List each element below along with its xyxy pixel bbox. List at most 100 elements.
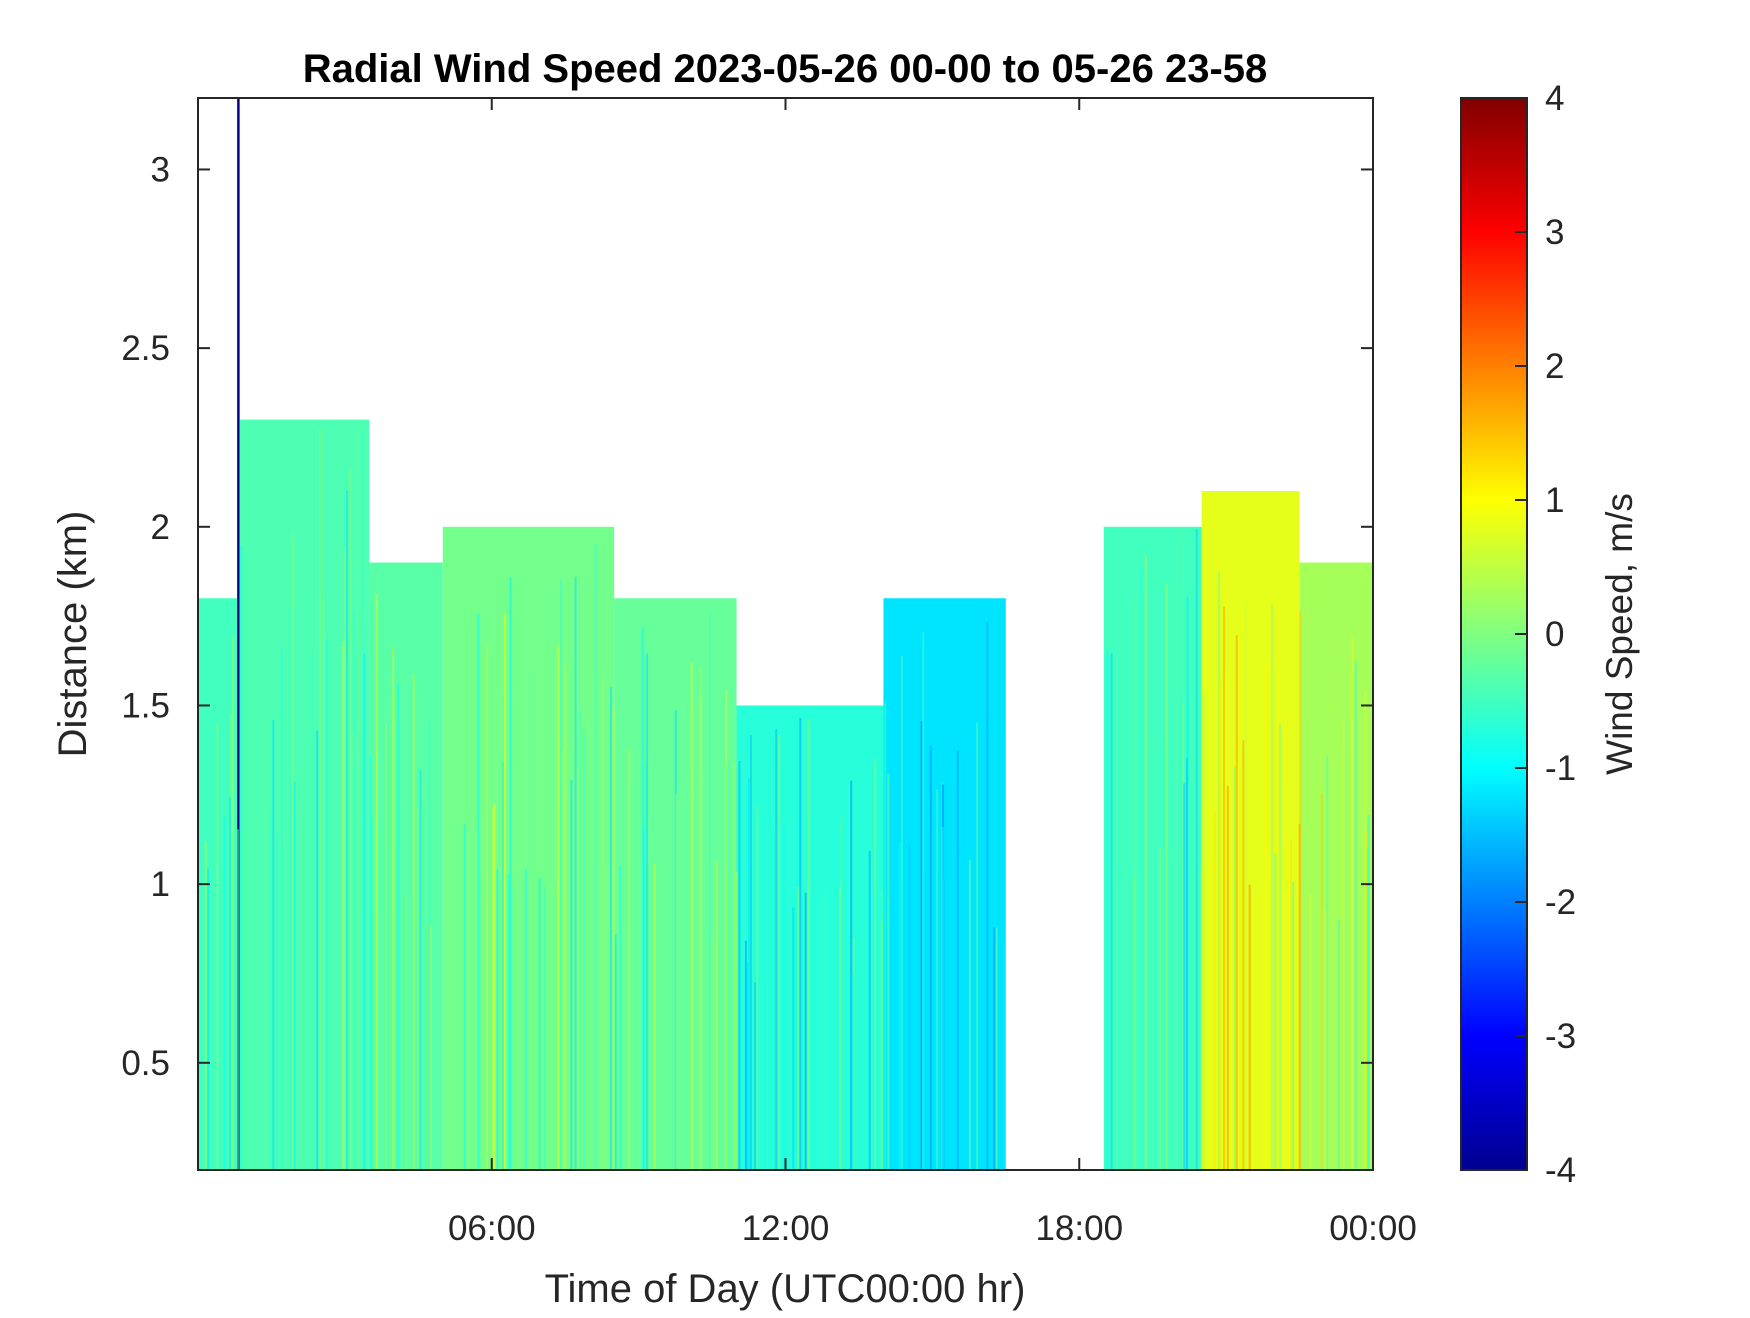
heatmap-streak xyxy=(387,855,390,1170)
heatmap-streak xyxy=(956,750,959,1170)
heatmap-streak xyxy=(1309,894,1312,1170)
heatmap-streak xyxy=(754,982,757,1170)
heatmap-streak xyxy=(1180,696,1182,1170)
heatmap-streak xyxy=(562,749,565,1170)
heatmap-streak xyxy=(1365,830,1368,1170)
colorbar-label: Wind Speed, m/s xyxy=(1599,493,1640,775)
heatmap-streak xyxy=(756,804,759,1170)
heatmap-streak xyxy=(486,644,489,1170)
heatmap-streak xyxy=(874,758,877,1170)
heatmap-streak xyxy=(1279,723,1281,1170)
heatmap-streak xyxy=(385,723,387,1170)
heatmap-streak xyxy=(365,758,368,1170)
y-tick-label: 0.5 xyxy=(121,1044,170,1083)
heatmap-streak xyxy=(362,429,365,1170)
heatmap-streak xyxy=(577,768,579,1170)
heatmap-streak xyxy=(1218,681,1221,1170)
heatmap-streak xyxy=(1248,884,1251,1170)
heatmap-streak xyxy=(223,815,226,1170)
heatmap-streak xyxy=(700,696,702,1170)
heatmap-streak xyxy=(1183,783,1186,1170)
heatmap-streak xyxy=(289,607,292,1170)
heatmap-streak xyxy=(976,722,979,1170)
heatmap-streak xyxy=(544,886,546,1170)
heatmap-streak xyxy=(268,812,271,1170)
x-axis-ticks: 06:00 12:00 18:00 00:00 xyxy=(448,98,1417,1248)
heatmap-streak xyxy=(349,469,352,1170)
heatmap-streak xyxy=(1110,653,1113,1170)
heatmap-streak xyxy=(807,720,810,1170)
heatmap-streak xyxy=(493,803,496,1170)
heatmap-streak xyxy=(557,645,560,1170)
heatmap-streak xyxy=(1290,838,1293,1170)
heatmap-streak xyxy=(868,850,871,1170)
heatmap-streak xyxy=(1346,743,1349,1170)
heatmap-streak xyxy=(527,667,530,1170)
heatmap-streak xyxy=(745,962,748,1170)
colorbar-tick-label: -2 xyxy=(1545,883,1576,922)
heatmap-streak xyxy=(428,719,431,1170)
heatmap-streak xyxy=(538,878,541,1170)
heatmap-cell-1 xyxy=(237,98,240,1170)
heatmap-streak xyxy=(363,653,366,1170)
heatmap-streak xyxy=(574,576,577,1170)
heatmap-streak xyxy=(768,769,771,1170)
heatmap-streak xyxy=(614,934,617,1170)
heatmap-streak xyxy=(509,577,512,1170)
heatmap-streak xyxy=(834,958,837,1170)
heatmap-streak xyxy=(232,636,235,1170)
heatmap-streak xyxy=(397,683,399,1170)
heatmap-streak xyxy=(641,627,644,1170)
heatmap-streak xyxy=(477,613,480,1170)
heatmap-streak xyxy=(1320,794,1323,1170)
heatmap-cell-6 xyxy=(736,705,884,1170)
heatmap-streak xyxy=(1144,555,1147,1170)
heatmap-streak xyxy=(1165,584,1168,1170)
heatmap-streak xyxy=(325,639,328,1170)
heatmap-streak xyxy=(646,653,649,1170)
heatmap-streak xyxy=(1292,881,1295,1170)
heatmap-streak xyxy=(352,612,355,1170)
colorbar-tick-label: 4 xyxy=(1545,79,1564,118)
heatmap-streak xyxy=(748,778,751,1170)
heatmap-streak xyxy=(559,579,562,1170)
heatmap-streak xyxy=(1244,601,1247,1170)
heatmap-streak xyxy=(851,973,854,1170)
heatmap-streak xyxy=(594,543,597,1170)
heatmap-streak xyxy=(900,655,903,1170)
heatmap-streak xyxy=(567,795,570,1170)
y-tick-label: 2.5 xyxy=(121,329,170,368)
heatmap-streak xyxy=(1351,636,1354,1170)
heatmap-streak xyxy=(872,881,875,1170)
heatmap-streak xyxy=(1226,785,1229,1170)
heatmap-streak xyxy=(610,687,612,1170)
heatmap-streak xyxy=(644,762,647,1170)
heatmap-streak xyxy=(564,663,567,1170)
y-axis-label: Distance (km) xyxy=(51,511,95,758)
y-axis-ticks: 0.5 1 1.5 2 2.5 3 xyxy=(121,150,1373,1083)
heatmap-streak xyxy=(1202,693,1205,1170)
heatmap-streak xyxy=(929,745,932,1170)
heatmap-streak xyxy=(602,681,605,1170)
heatmap-streak xyxy=(1001,731,1004,1170)
heatmap-streak xyxy=(216,723,219,1170)
heatmap-streak xyxy=(351,731,354,1170)
heatmap-streak xyxy=(1324,910,1327,1170)
colorbar-tick-label: -3 xyxy=(1545,1017,1576,1056)
heatmap-streak xyxy=(1199,868,1202,1170)
heatmap-streak xyxy=(690,662,693,1170)
heatmap-streak xyxy=(507,873,510,1170)
heatmap-streak xyxy=(1263,661,1266,1170)
heatmap-streak xyxy=(344,546,346,1170)
heatmap-streak xyxy=(583,729,586,1170)
heatmap-streak xyxy=(628,787,631,1170)
heatmap-streak xyxy=(1134,598,1137,1170)
heatmap-streak xyxy=(936,789,939,1170)
heatmap-streak xyxy=(570,780,573,1170)
heatmap-streak xyxy=(887,773,890,1170)
heatmap-streak xyxy=(727,760,730,1170)
x-tick-label: 18:00 xyxy=(1035,1209,1123,1248)
heatmap-streak xyxy=(229,797,232,1170)
heatmap-streak xyxy=(405,897,408,1170)
